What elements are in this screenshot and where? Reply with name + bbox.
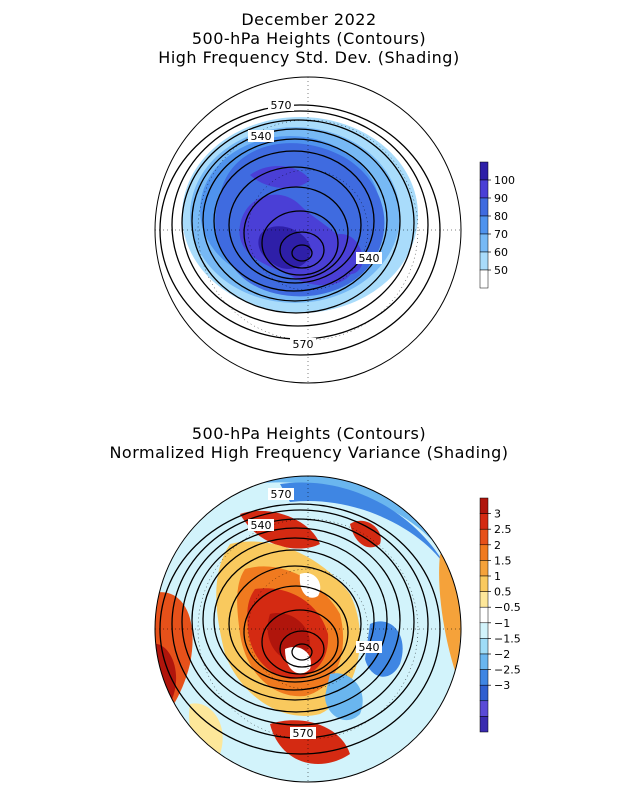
bottom-contour-label-540-east: 540 — [359, 641, 380, 654]
bottom-colorbar-swatch — [479, 497, 489, 514]
top-title-line-3: High Frequency Std. Dev. (Shading) — [158, 48, 460, 67]
top-colorbar-tick-label: 70 — [494, 228, 508, 241]
top-colorbar-tick-label: 50 — [494, 264, 508, 277]
bottom-title: 500-hPa Heights (Contours) Normalized Hi… — [0, 424, 618, 462]
top-polar-map: 570 540 540 570 — [154, 76, 462, 384]
bottom-polar-map: 570 540 540 570 — [154, 475, 462, 783]
top-colorbar: 100 90 80 70 60 50 — [479, 161, 515, 289]
bottom-title-line-1: 500-hPa Heights (Contours) — [191, 424, 427, 443]
top-colorbar-tick-label: 100 — [494, 174, 515, 187]
top-colorbar-swatch — [479, 215, 489, 235]
top-colorbar-swatch — [479, 269, 489, 289]
bottom-colorbar-tick-label: −1.5 — [494, 632, 521, 645]
bottom-colorbar-swatch — [479, 684, 489, 702]
top-colorbar-swatch — [479, 179, 489, 199]
bottom-colorbar: 3 2.5 2 1.5 1 0.5 −0.5 −1 −1.5 −2 −2.5 −3 — [479, 497, 521, 733]
top-title-line-1: December 2022 — [241, 10, 377, 29]
bottom-colorbar-tick-label: −1 — [494, 617, 510, 630]
bottom-colorbar-swatch — [479, 638, 489, 655]
top-colorbar-swatch — [479, 161, 489, 181]
bottom-colorbar-tick-label: 3 — [494, 508, 501, 521]
bottom-colorbar-swatch — [479, 653, 489, 670]
top-contour-label-540-east: 540 — [359, 252, 380, 265]
bottom-colorbar-tick-label: 2 — [494, 539, 501, 552]
top-colorbar-tick-label: 90 — [494, 192, 508, 205]
bottom-colorbar-tick-label: −0.5 — [494, 601, 521, 614]
bottom-colorbar-swatch — [479, 669, 489, 686]
top-contour-label-570-south: 570 — [293, 338, 314, 351]
bottom-colorbar-swatch — [479, 591, 489, 608]
bottom-contour-label-570-north: 570 — [271, 488, 292, 501]
top-title: December 2022 500-hPa Heights (Contours)… — [0, 10, 618, 67]
bottom-colorbar-swatch — [479, 700, 489, 717]
bottom-colorbar-tick-label: −2 — [494, 648, 510, 661]
bottom-colorbar-tick-label: 1.5 — [494, 554, 512, 567]
top-colorbar-tick-label: 60 — [494, 246, 508, 259]
bottom-colorbar-swatch — [479, 606, 489, 624]
bottom-colorbar-swatch — [479, 575, 489, 592]
bottom-contour-label-570-south: 570 — [293, 727, 314, 740]
bottom-colorbar-swatch — [479, 716, 489, 733]
bottom-colorbar-tick-label: 0.5 — [494, 586, 512, 599]
top-colorbar-swatch — [479, 251, 489, 271]
bottom-colorbar-tick-label: −3 — [494, 679, 510, 692]
bottom-colorbar-swatch — [479, 544, 489, 561]
top-title-line-2: 500-hPa Heights (Contours) — [191, 29, 427, 48]
top-contour-label-540-west: 540 — [251, 130, 272, 143]
bottom-contour-label-540-west: 540 — [251, 519, 272, 532]
bottom-colorbar-swatch — [479, 622, 489, 639]
top-colorbar-tick-label: 80 — [494, 210, 508, 223]
top-colorbar-swatch — [479, 197, 489, 217]
bottom-colorbar-swatch — [479, 560, 489, 577]
top-contour-label-570-north: 570 — [271, 99, 292, 112]
bottom-title-line-2: Normalized High Frequency Variance (Shad… — [109, 443, 509, 462]
bottom-colorbar-swatch — [479, 528, 489, 546]
bottom-colorbar-swatch — [479, 513, 489, 530]
top-colorbar-swatch — [479, 233, 489, 253]
bottom-colorbar-tick-label: 2.5 — [494, 523, 512, 536]
bottom-colorbar-tick-label: 1 — [494, 570, 501, 583]
bottom-colorbar-tick-label: −2.5 — [494, 664, 521, 677]
